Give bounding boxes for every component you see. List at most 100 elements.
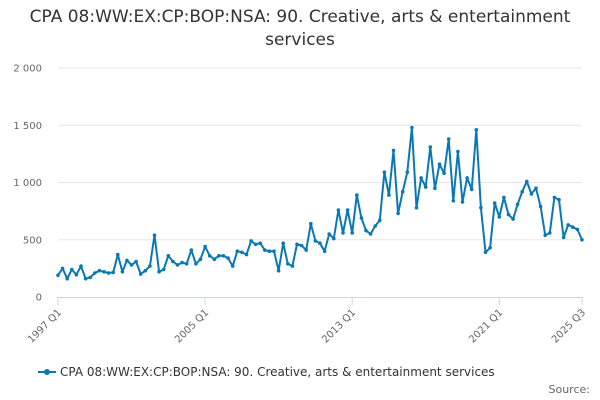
data-point[interactable] <box>70 267 74 272</box>
data-point[interactable] <box>157 270 161 274</box>
data-point[interactable] <box>309 221 313 226</box>
data-point[interactable] <box>184 262 189 266</box>
data-point[interactable] <box>226 256 230 260</box>
data-point[interactable] <box>359 216 364 220</box>
data-point[interactable] <box>520 189 524 194</box>
data-point[interactable] <box>428 145 433 149</box>
data-point[interactable] <box>355 193 359 197</box>
data-point[interactable] <box>405 170 410 174</box>
legend[interactable]: CPA 08:WW:EX:CP:BOP:NSA: 90. Creative, a… <box>38 365 495 379</box>
data-point[interactable] <box>134 259 138 264</box>
data-point[interactable] <box>327 232 332 236</box>
data-point[interactable] <box>125 258 129 263</box>
data-point[interactable] <box>525 179 529 184</box>
data-point[interactable] <box>240 250 244 255</box>
data-point[interactable] <box>230 264 235 268</box>
data-point[interactable] <box>474 128 479 132</box>
data-point[interactable] <box>318 241 322 245</box>
data-point[interactable] <box>534 186 538 190</box>
data-point[interactable] <box>267 249 272 253</box>
data-point[interactable] <box>299 243 304 248</box>
data-point[interactable] <box>350 231 355 235</box>
source-label[interactable]: Source: <box>548 383 591 396</box>
data-point[interactable] <box>414 205 419 210</box>
data-point[interactable] <box>106 271 111 275</box>
data-point[interactable] <box>244 252 249 257</box>
data-point[interactable] <box>511 217 515 221</box>
data-point[interactable] <box>74 272 79 277</box>
data-point[interactable] <box>198 257 203 262</box>
data-point[interactable] <box>543 233 547 237</box>
data-point[interactable] <box>180 260 184 265</box>
data-point[interactable] <box>189 248 194 252</box>
data-point[interactable] <box>203 244 207 249</box>
data-point[interactable] <box>207 254 212 258</box>
data-point[interactable] <box>336 208 341 212</box>
data-point[interactable] <box>79 264 83 268</box>
data-point[interactable] <box>161 267 166 272</box>
data-point[interactable] <box>111 270 115 275</box>
data-point[interactable] <box>313 239 318 243</box>
data-point[interactable] <box>368 232 373 236</box>
data-point[interactable] <box>345 208 350 212</box>
data-point[interactable] <box>304 248 309 252</box>
data-point[interactable] <box>97 268 102 273</box>
data-point[interactable] <box>561 235 566 240</box>
data-point[interactable] <box>56 273 60 278</box>
data-point[interactable] <box>469 187 474 192</box>
data-point[interactable] <box>400 189 405 194</box>
data-point[interactable] <box>446 137 451 141</box>
data-point[interactable] <box>419 176 423 180</box>
data-point[interactable] <box>166 254 171 258</box>
data-point[interactable] <box>580 238 584 242</box>
data-point[interactable] <box>120 270 125 274</box>
data-point[interactable] <box>378 218 382 223</box>
data-point[interactable] <box>538 204 543 209</box>
data-point[interactable] <box>492 201 497 205</box>
data-point[interactable] <box>221 254 226 258</box>
data-point[interactable] <box>129 263 134 267</box>
data-point[interactable] <box>295 242 299 247</box>
data-point[interactable] <box>175 263 180 267</box>
data-point[interactable] <box>497 215 502 219</box>
data-point[interactable] <box>433 186 437 190</box>
data-point[interactable] <box>502 195 506 200</box>
data-point[interactable] <box>138 272 143 276</box>
series-line[interactable] <box>57 126 583 280</box>
data-point[interactable] <box>557 197 561 202</box>
data-point[interactable] <box>479 205 483 210</box>
data-point[interactable] <box>88 275 92 280</box>
data-point[interactable] <box>253 242 258 247</box>
data-point[interactable] <box>258 241 263 245</box>
data-point[interactable] <box>272 249 276 253</box>
data-point[interactable] <box>171 259 175 264</box>
data-point[interactable] <box>341 231 345 235</box>
data-point[interactable] <box>396 211 400 216</box>
data-point[interactable] <box>456 149 460 154</box>
data-point[interactable] <box>148 264 152 268</box>
data-point[interactable] <box>290 264 295 268</box>
data-point[interactable] <box>93 271 97 275</box>
data-point[interactable] <box>465 176 469 180</box>
data-point[interactable] <box>382 170 387 174</box>
data-point[interactable] <box>249 239 253 243</box>
data-point[interactable] <box>332 236 336 241</box>
data-point[interactable] <box>548 231 552 235</box>
data-point[interactable] <box>212 257 217 262</box>
data-point[interactable] <box>286 262 290 266</box>
data-point[interactable] <box>276 268 281 273</box>
data-point[interactable] <box>143 268 148 273</box>
data-point[interactable] <box>451 199 456 203</box>
data-point[interactable] <box>515 202 520 207</box>
data-point[interactable] <box>83 276 88 281</box>
data-point[interactable] <box>488 246 492 250</box>
data-point[interactable] <box>322 249 327 253</box>
data-point[interactable] <box>460 200 465 204</box>
data-point[interactable] <box>281 241 286 245</box>
data-point[interactable] <box>387 193 391 197</box>
data-point[interactable] <box>60 266 65 271</box>
data-point[interactable] <box>437 162 442 166</box>
data-point[interactable] <box>102 270 106 274</box>
data-point[interactable] <box>506 212 511 217</box>
data-point[interactable] <box>65 276 69 281</box>
